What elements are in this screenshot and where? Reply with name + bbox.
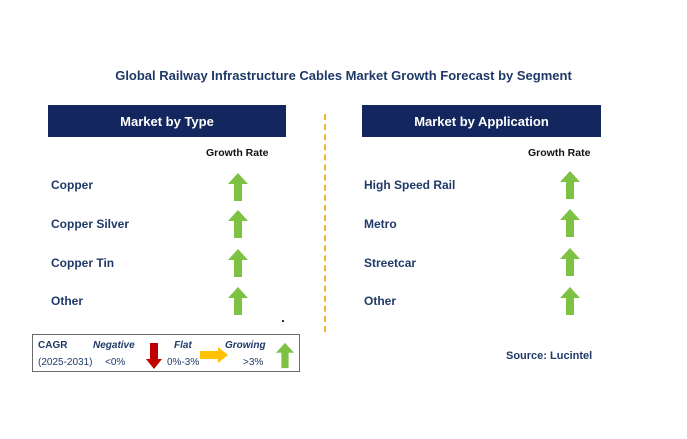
legend-negative-label: Negative <box>93 340 135 351</box>
legend-growing-range: >3% <box>243 357 263 368</box>
application-item-high-speed-rail: High Speed Rail <box>364 178 455 192</box>
legend-flat-label: Flat <box>174 340 192 351</box>
stray-dot <box>282 320 284 322</box>
legend-growing-label: Growing <box>225 340 266 351</box>
chart-title: Global Railway Infrastructure Cables Mar… <box>0 68 687 83</box>
type-item-copper-tin: Copper Tin <box>51 256 114 270</box>
type-item-copper-silver: Copper Silver <box>51 217 129 231</box>
growing-arrow-icon <box>560 209 580 237</box>
negative-arrow-icon <box>146 343 162 369</box>
growth-rate-label-right: Growth Rate <box>528 147 590 159</box>
growing-arrow-icon <box>228 287 248 315</box>
legend-cagr-label: CAGR <box>38 340 67 351</box>
application-item-other: Other <box>364 294 396 308</box>
market-by-application-header: Market by Application <box>362 105 601 137</box>
growing-arrow-icon <box>560 287 580 315</box>
application-item-metro: Metro <box>364 217 397 231</box>
type-item-other: Other <box>51 294 83 308</box>
legend-period: (2025-2031) <box>38 357 92 368</box>
panel-divider <box>324 114 326 332</box>
growing-arrow-icon <box>560 171 580 199</box>
source-note: Source: Lucintel <box>506 350 592 362</box>
type-item-copper: Copper <box>51 178 93 192</box>
growing-arrow-icon <box>276 342 294 369</box>
growing-arrow-icon <box>228 210 248 238</box>
growth-rate-label-left: Growth Rate <box>206 147 268 159</box>
application-item-streetcar: Streetcar <box>364 256 416 270</box>
growing-arrow-icon <box>228 249 248 277</box>
flat-arrow-icon <box>200 347 228 363</box>
market-by-type-header: Market by Type <box>48 105 286 137</box>
cagr-legend: CAGR (2025-2031) Negative <0% Flat 0%-3%… <box>32 334 300 372</box>
legend-negative-range: <0% <box>105 357 125 368</box>
legend-flat-range: 0%-3% <box>167 357 199 368</box>
growing-arrow-icon <box>560 248 580 276</box>
growing-arrow-icon <box>228 173 248 201</box>
